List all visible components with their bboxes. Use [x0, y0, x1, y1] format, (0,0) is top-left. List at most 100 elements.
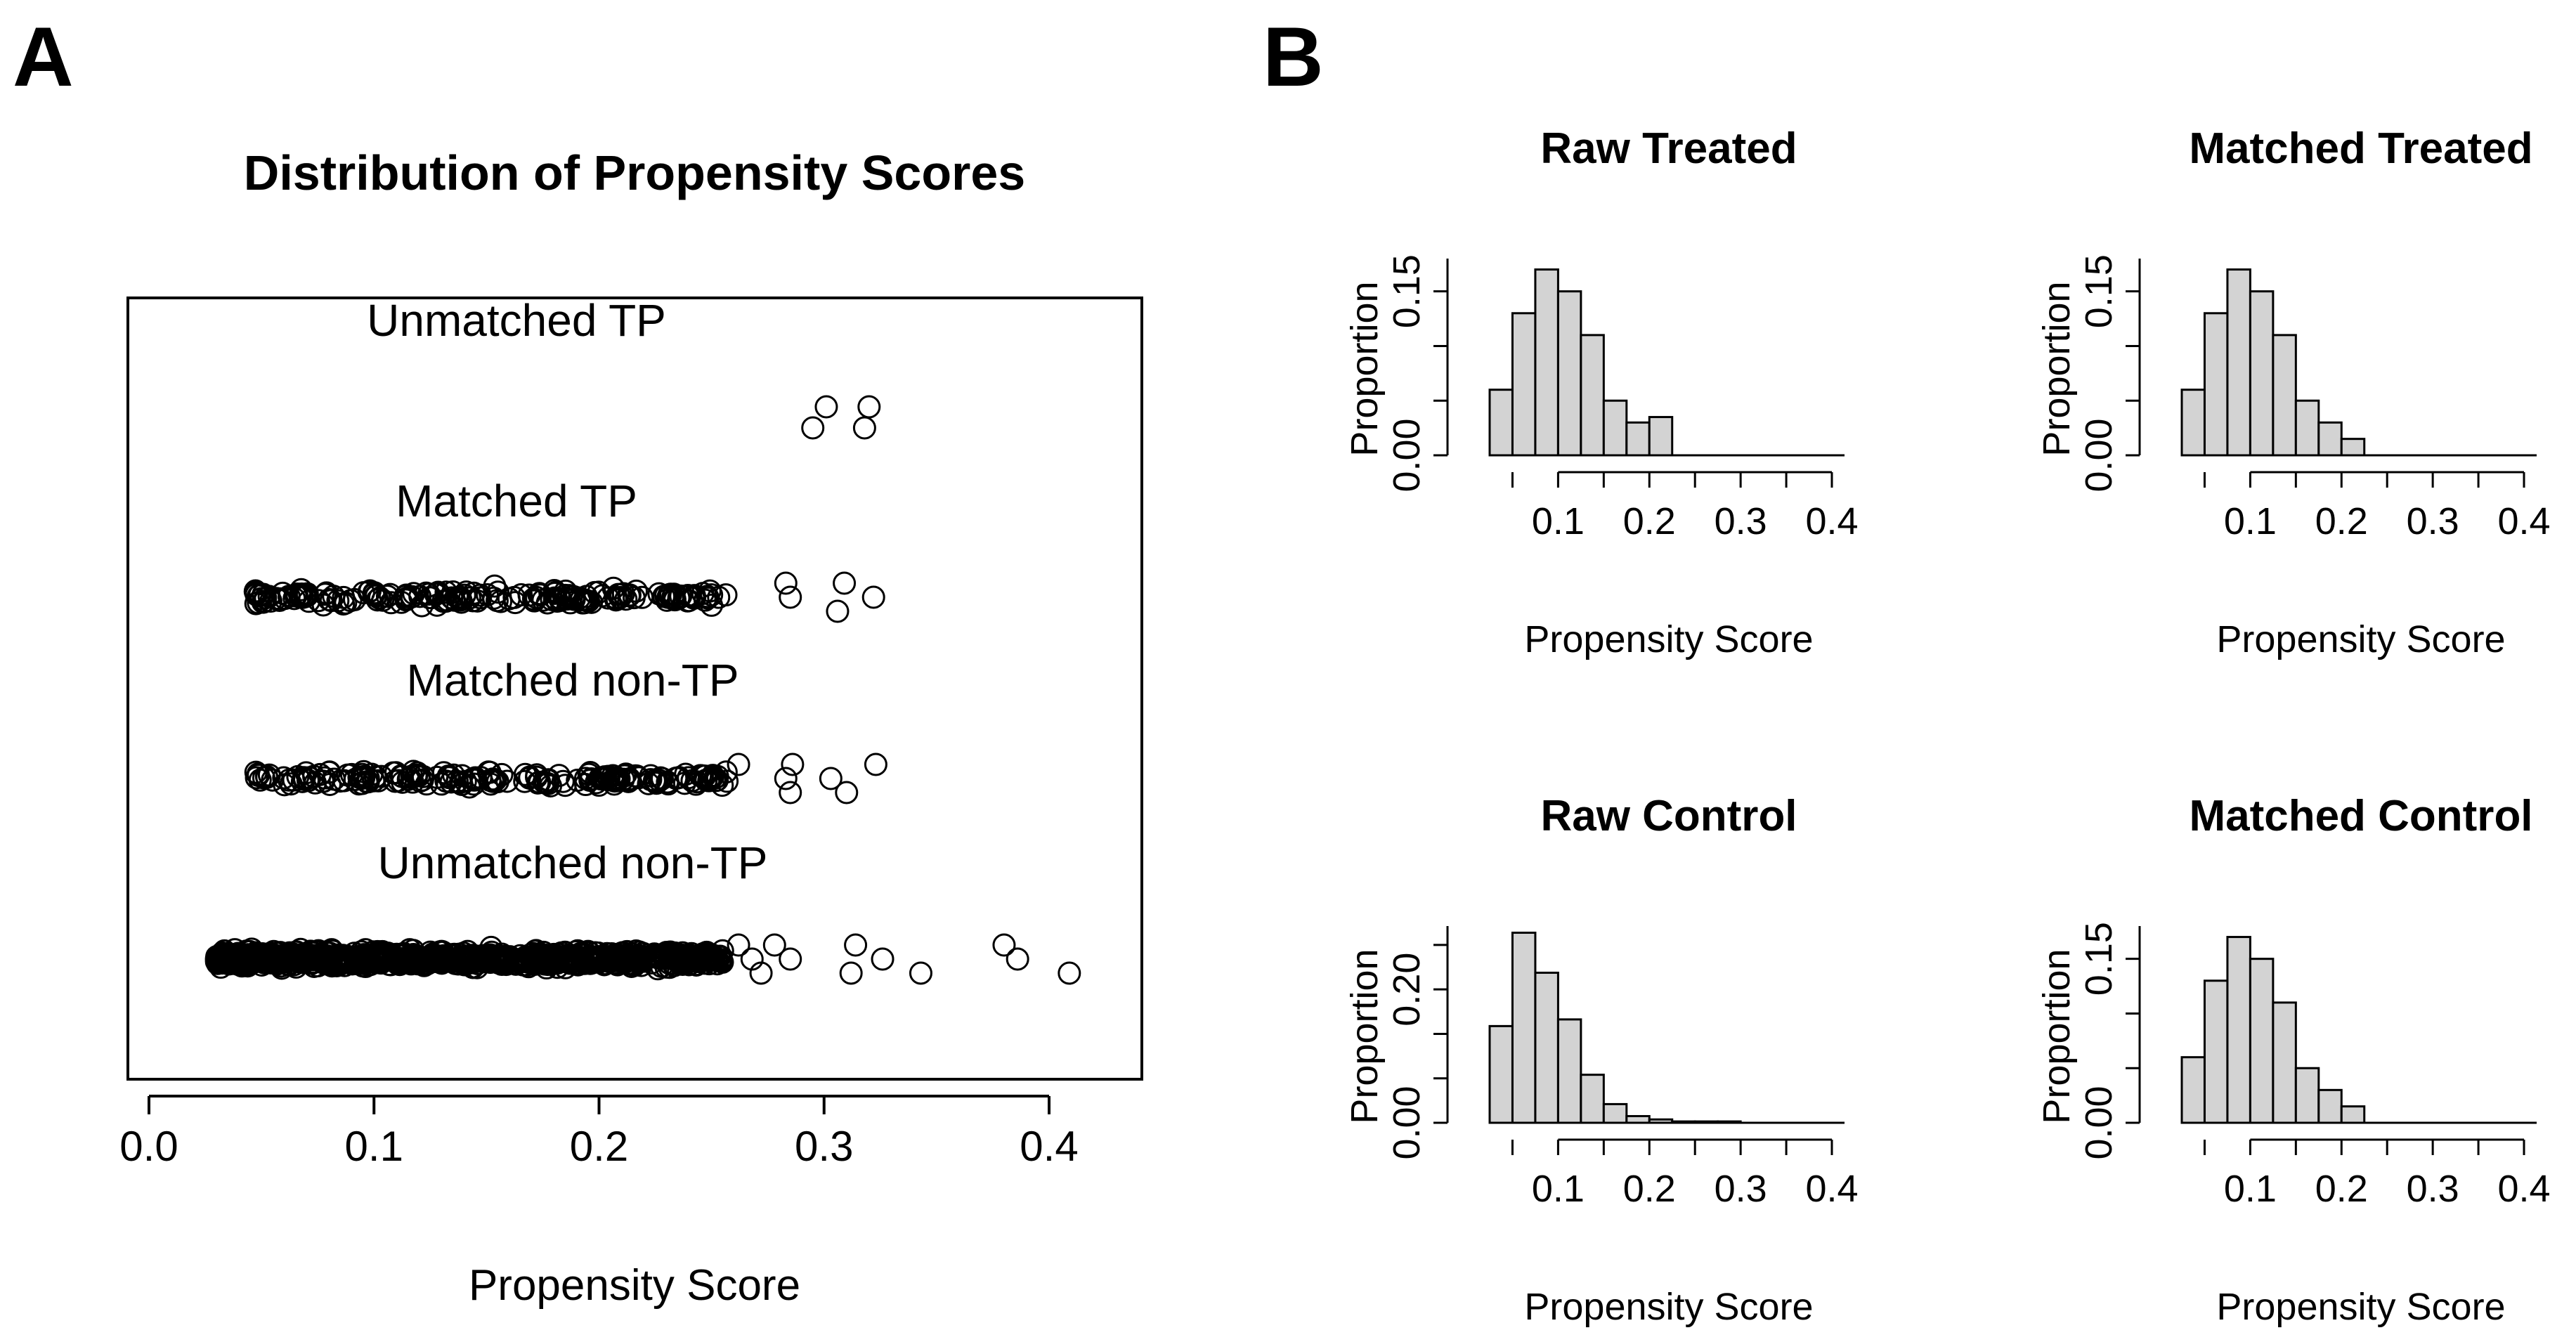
- panel-a-point: [417, 582, 441, 606]
- panel-a-point: [600, 942, 624, 965]
- matched-treated-x-tick-label: 0.3: [2407, 500, 2459, 542]
- panel-a-point: [814, 395, 838, 419]
- panel-a-point: [566, 947, 590, 971]
- panel-a-point: [316, 951, 340, 975]
- panel-a-point: [292, 767, 316, 790]
- panel-a-point: [779, 781, 802, 804]
- panel-a-point: [485, 589, 509, 613]
- panel-a-x-tick-label: 0.3: [795, 1123, 853, 1170]
- panel-a-point: [606, 953, 630, 977]
- panel-a-group-label: Unmatched non-TP: [378, 838, 768, 888]
- panel-a-point: [246, 762, 270, 786]
- panel-a-point: [774, 571, 798, 595]
- matched-control-bar: [2203, 979, 2229, 1124]
- panel-a-x-tick-label: 0.0: [119, 1123, 178, 1170]
- panel-a-point: [1058, 961, 1081, 985]
- raw-treated-title: Raw Treated: [1540, 124, 1797, 173]
- matched-treated-bar: [2340, 438, 2366, 457]
- panel-a-point: [503, 591, 527, 615]
- panel-a-point: [1006, 947, 1029, 971]
- panel-a-point: [483, 946, 507, 970]
- matched-control-x-tick-label: 0.3: [2407, 1168, 2459, 1210]
- matched-control-bar: [2317, 1088, 2343, 1124]
- raw-control-bar: [1580, 1074, 1605, 1124]
- panel-a-point: [674, 762, 698, 786]
- panel-a-point: [833, 571, 857, 595]
- panel-a-point: [287, 945, 311, 969]
- matched-treated-bar: [2180, 389, 2206, 457]
- raw-control-x-tick-label: 0.1: [1532, 1168, 1585, 1210]
- panel-a-point: [537, 768, 561, 792]
- matched-control-bar: [2272, 1001, 2297, 1124]
- panel-a-point: [542, 586, 566, 610]
- panel-a-point: [441, 580, 465, 604]
- raw-control-x-tick-label: 0.4: [1805, 1168, 1858, 1210]
- panel-a-point: [273, 587, 297, 611]
- panel-a-point: [819, 767, 843, 790]
- matched-control-bar: [2180, 1056, 2206, 1124]
- panel-a-point: [588, 766, 612, 790]
- panel-a-point: [448, 950, 472, 974]
- raw-treated-bar: [1602, 399, 1628, 457]
- panel-a-point: [705, 947, 729, 971]
- panel-a-point: [434, 769, 458, 793]
- panel-a-point: [679, 948, 703, 972]
- panel-a-x-tick-label: 0.4: [1020, 1123, 1078, 1170]
- panel-a-point: [419, 940, 443, 964]
- panel-a-point: [864, 753, 887, 776]
- panel-a-point: [483, 574, 507, 598]
- panel-a-point: [779, 947, 802, 971]
- panel-a-point: [672, 771, 696, 795]
- panel-a-point: [353, 952, 377, 976]
- panel-a-point: [402, 582, 426, 606]
- panel-a-point: [384, 942, 408, 966]
- raw-treated-bar: [1556, 290, 1582, 457]
- panel-a-x-tick-label: 0.2: [570, 1123, 628, 1170]
- panel-a-point: [715, 769, 739, 793]
- raw-treated-x-tick-label: 0.2: [1623, 500, 1676, 542]
- panel-a-point: [609, 582, 633, 606]
- panel-a-point: [762, 933, 786, 957]
- panel-a-point: [727, 933, 750, 957]
- panel-a-point: [375, 946, 398, 970]
- raw-control-bar: [1511, 931, 1537, 1124]
- panel-a-x-tick-label: 0.1: [345, 1123, 403, 1170]
- panel-a-point: [392, 942, 416, 965]
- matched-control-x-axis-label: Propensity Score: [2216, 1286, 2505, 1328]
- raw-control-y-tick-label: 0.20: [1386, 953, 1428, 1027]
- panel-a-point: [394, 587, 418, 611]
- raw-treated-x-tick-label: 0.4: [1805, 500, 1858, 542]
- raw-treated-bar: [1511, 312, 1537, 457]
- panel-a-point: [616, 769, 640, 793]
- matched-control-bar: [2340, 1105, 2366, 1124]
- panel-a-point: [561, 944, 585, 968]
- matched-treated-x-tick-label: 0.1: [2224, 500, 2277, 542]
- raw-control-y-axis-label: Proportion: [1344, 949, 1386, 1123]
- matched-control-y-tick-label: 0.15: [2078, 922, 2120, 996]
- panel-a-point: [659, 582, 683, 606]
- panel-a-point: [509, 949, 533, 973]
- panel-a-point: [408, 769, 432, 793]
- panel-a-point: [677, 766, 701, 790]
- panel-a-point: [618, 583, 642, 607]
- matched-control-x-tick-label: 0.2: [2315, 1168, 2368, 1210]
- matched-control-x-tick-label: 0.1: [2224, 1168, 2277, 1210]
- raw-control-y-tick-label: 0.00: [1386, 1086, 1428, 1159]
- matched-treated-x-tick-label: 0.2: [2315, 500, 2368, 542]
- panel-a-point: [604, 586, 627, 610]
- panel-a-point: [696, 585, 720, 608]
- panel-a-point: [438, 764, 462, 788]
- panel-a-point: [779, 585, 802, 609]
- panel-a-point: [239, 944, 263, 968]
- panel-a-point: [327, 953, 351, 977]
- matched-treated-bar: [2203, 312, 2229, 457]
- panel-a-point: [408, 946, 431, 970]
- panel-a-point: [666, 947, 690, 971]
- matched-treated-bar: [2272, 334, 2297, 457]
- panel-a-point: [513, 769, 537, 793]
- panel-a-point: [455, 951, 479, 975]
- panel-a-point: [857, 395, 881, 419]
- panel-a-point: [839, 961, 863, 985]
- panel-a-point: [826, 599, 850, 623]
- matched-treated-y-axis-label: Proportion: [2036, 281, 2078, 456]
